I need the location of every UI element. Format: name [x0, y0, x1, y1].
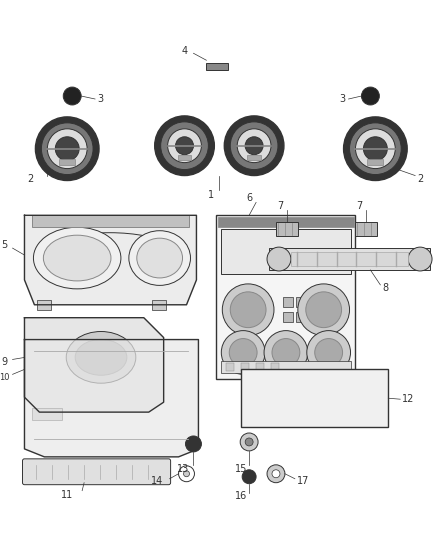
Circle shape [41, 123, 93, 174]
Bar [218, 217, 353, 227]
Bar [241, 369, 389, 427]
Text: 15: 15 [235, 464, 247, 474]
Circle shape [35, 117, 99, 181]
Text: 4: 4 [181, 46, 187, 56]
Circle shape [186, 436, 201, 452]
Text: 12: 12 [402, 394, 415, 404]
Text: 6: 6 [246, 193, 252, 204]
Circle shape [179, 466, 194, 482]
Circle shape [272, 338, 300, 366]
Bar [356, 222, 378, 236]
Text: 13: 13 [177, 464, 190, 474]
Text: 1: 1 [208, 190, 215, 200]
Bar [276, 222, 298, 236]
Circle shape [267, 247, 291, 271]
Bar [32, 215, 190, 227]
Text: 3: 3 [97, 94, 103, 104]
Bar [271, 364, 279, 372]
Text: 14: 14 [151, 476, 163, 486]
Text: 10: 10 [0, 373, 10, 382]
Polygon shape [25, 215, 197, 305]
Circle shape [230, 122, 278, 169]
Bar [256, 364, 264, 372]
Ellipse shape [75, 340, 127, 375]
Circle shape [168, 129, 201, 163]
Bar [59, 159, 75, 165]
Bar [37, 300, 51, 310]
Circle shape [55, 137, 79, 160]
Circle shape [245, 438, 253, 446]
Bar [296, 297, 306, 307]
Circle shape [224, 116, 284, 175]
Text: 7: 7 [357, 201, 363, 212]
Ellipse shape [33, 227, 121, 289]
Circle shape [315, 338, 343, 366]
Bar [283, 297, 293, 307]
Circle shape [161, 122, 208, 169]
Ellipse shape [137, 238, 183, 278]
Circle shape [307, 330, 350, 374]
Text: 7: 7 [277, 201, 283, 212]
Text: 3: 3 [339, 94, 346, 104]
Circle shape [237, 129, 271, 163]
Circle shape [350, 123, 401, 174]
Bar [32, 408, 62, 420]
Text: 9: 9 [2, 358, 8, 367]
Bar [291, 252, 408, 266]
Circle shape [267, 465, 285, 483]
Circle shape [223, 284, 274, 336]
Circle shape [343, 117, 407, 181]
Circle shape [242, 470, 256, 483]
Circle shape [63, 87, 81, 105]
Ellipse shape [129, 231, 191, 285]
Bar [269, 248, 430, 270]
Text: 2: 2 [417, 174, 424, 183]
Circle shape [272, 470, 280, 478]
FancyBboxPatch shape [22, 459, 171, 484]
Circle shape [47, 129, 87, 168]
Circle shape [240, 433, 258, 451]
Text: 11: 11 [61, 490, 73, 499]
Circle shape [245, 137, 263, 155]
Text: 16: 16 [235, 490, 247, 500]
Circle shape [155, 116, 214, 175]
Bar [221, 229, 350, 274]
Bar [296, 312, 306, 322]
Text: 2: 2 [27, 174, 34, 183]
Bar [221, 361, 350, 373]
Bar [367, 159, 383, 165]
Circle shape [230, 292, 266, 328]
Text: 5: 5 [1, 240, 8, 250]
Ellipse shape [66, 332, 136, 383]
Circle shape [306, 292, 342, 328]
Circle shape [356, 129, 395, 168]
Polygon shape [25, 318, 164, 412]
Text: 8: 8 [382, 283, 389, 293]
Circle shape [264, 330, 308, 374]
Bar [206, 63, 228, 70]
Bar [241, 364, 249, 372]
Bar [283, 312, 293, 322]
Bar [226, 364, 234, 372]
Circle shape [229, 338, 257, 366]
Circle shape [221, 330, 265, 374]
Bar [216, 215, 356, 379]
Text: 17: 17 [297, 476, 309, 486]
Circle shape [298, 284, 350, 336]
Circle shape [364, 137, 387, 160]
Circle shape [408, 247, 432, 271]
Bar [177, 155, 191, 160]
Circle shape [176, 137, 194, 155]
Bar [247, 155, 261, 160]
Ellipse shape [43, 235, 111, 281]
Circle shape [361, 87, 379, 105]
Bar [152, 300, 166, 310]
Circle shape [184, 471, 190, 477]
Polygon shape [25, 340, 198, 457]
